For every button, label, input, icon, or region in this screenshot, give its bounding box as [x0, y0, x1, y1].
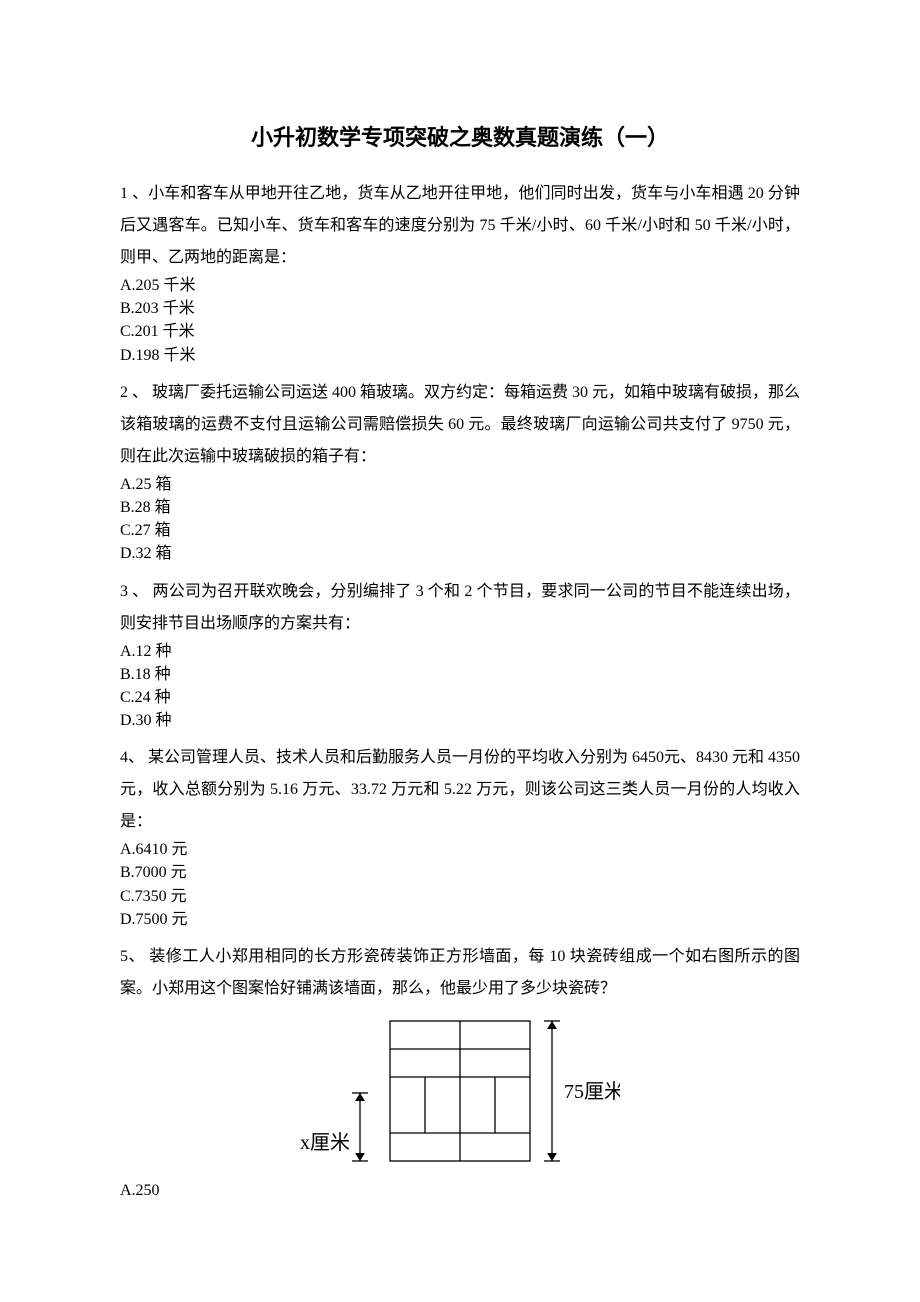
option: A.6410 元: [120, 838, 800, 861]
option: A.25 箱: [120, 473, 800, 496]
question-options: A.6410 元 B.7000 元 C.7350 元 D.7500 元: [120, 838, 800, 931]
option: D.7500 元: [120, 908, 800, 931]
svg-text:75厘米: 75厘米: [564, 1080, 620, 1103]
question-options: A.250: [120, 1179, 800, 1202]
svg-text:x厘米: x厘米: [300, 1131, 350, 1154]
page-title: 小升初数学专项突破之奥数真题演练（一）: [120, 120, 800, 152]
option: B.28 箱: [120, 496, 800, 519]
tile-pattern-figure: x厘米 75厘米: [300, 1011, 620, 1166]
question-stem: 2 、 玻璃厂委托运输公司运送 400 箱玻璃。双方约定：每箱运费 30 元，如…: [120, 377, 800, 473]
question-1: 1 、小车和客车从甲地开往乙地，货车从乙地开往甲地，他们同时出发，货车与小车相遇…: [120, 178, 800, 367]
option: A.250: [120, 1179, 800, 1202]
option: C.27 箱: [120, 519, 800, 542]
option: D.32 箱: [120, 542, 800, 565]
question-5: 5、 装修工人小郑用相同的长方形瓷砖装饰正方形墙面，每 10 块瓷砖组成一个如右…: [120, 941, 800, 1202]
page: 小升初数学专项突破之奥数真题演练（一） 1 、小车和客车从甲地开往乙地，货车从乙…: [0, 0, 920, 1302]
question-stem: 5、 装修工人小郑用相同的长方形瓷砖装饰正方形墙面，每 10 块瓷砖组成一个如右…: [120, 941, 800, 1005]
option: B.7000 元: [120, 861, 800, 884]
figure-container: x厘米 75厘米: [120, 1011, 800, 1171]
option: B.18 种: [120, 663, 800, 686]
question-3: 3 、 两公司为召开联欢晚会，分别编排了 3 个和 2 个节目，要求同一公司的节…: [120, 576, 800, 733]
question-options: A.12 种 B.18 种 C.24 种 D.30 种: [120, 640, 800, 733]
question-4: 4、 某公司管理人员、技术人员和后勤服务人员一月份的平均收入分别为 6450元、…: [120, 742, 800, 931]
question-stem: 3 、 两公司为召开联欢晚会，分别编排了 3 个和 2 个节目，要求同一公司的节…: [120, 576, 800, 640]
question-options: A.205 千米 B.203 千米 C.201 千米 D.198 千米: [120, 274, 800, 367]
option: A.12 种: [120, 640, 800, 663]
option: C.24 种: [120, 686, 800, 709]
option: C.201 千米: [120, 320, 800, 343]
option: A.205 千米: [120, 274, 800, 297]
question-options: A.25 箱 B.28 箱 C.27 箱 D.32 箱: [120, 473, 800, 566]
question-stem: 1 、小车和客车从甲地开往乙地，货车从乙地开往甲地，他们同时出发，货车与小车相遇…: [120, 178, 800, 274]
option: D.30 种: [120, 709, 800, 732]
question-2: 2 、 玻璃厂委托运输公司运送 400 箱玻璃。双方约定：每箱运费 30 元，如…: [120, 377, 800, 566]
question-stem: 4、 某公司管理人员、技术人员和后勤服务人员一月份的平均收入分别为 6450元、…: [120, 742, 800, 838]
option: C.7350 元: [120, 885, 800, 908]
option: D.198 千米: [120, 344, 800, 367]
option: B.203 千米: [120, 297, 800, 320]
